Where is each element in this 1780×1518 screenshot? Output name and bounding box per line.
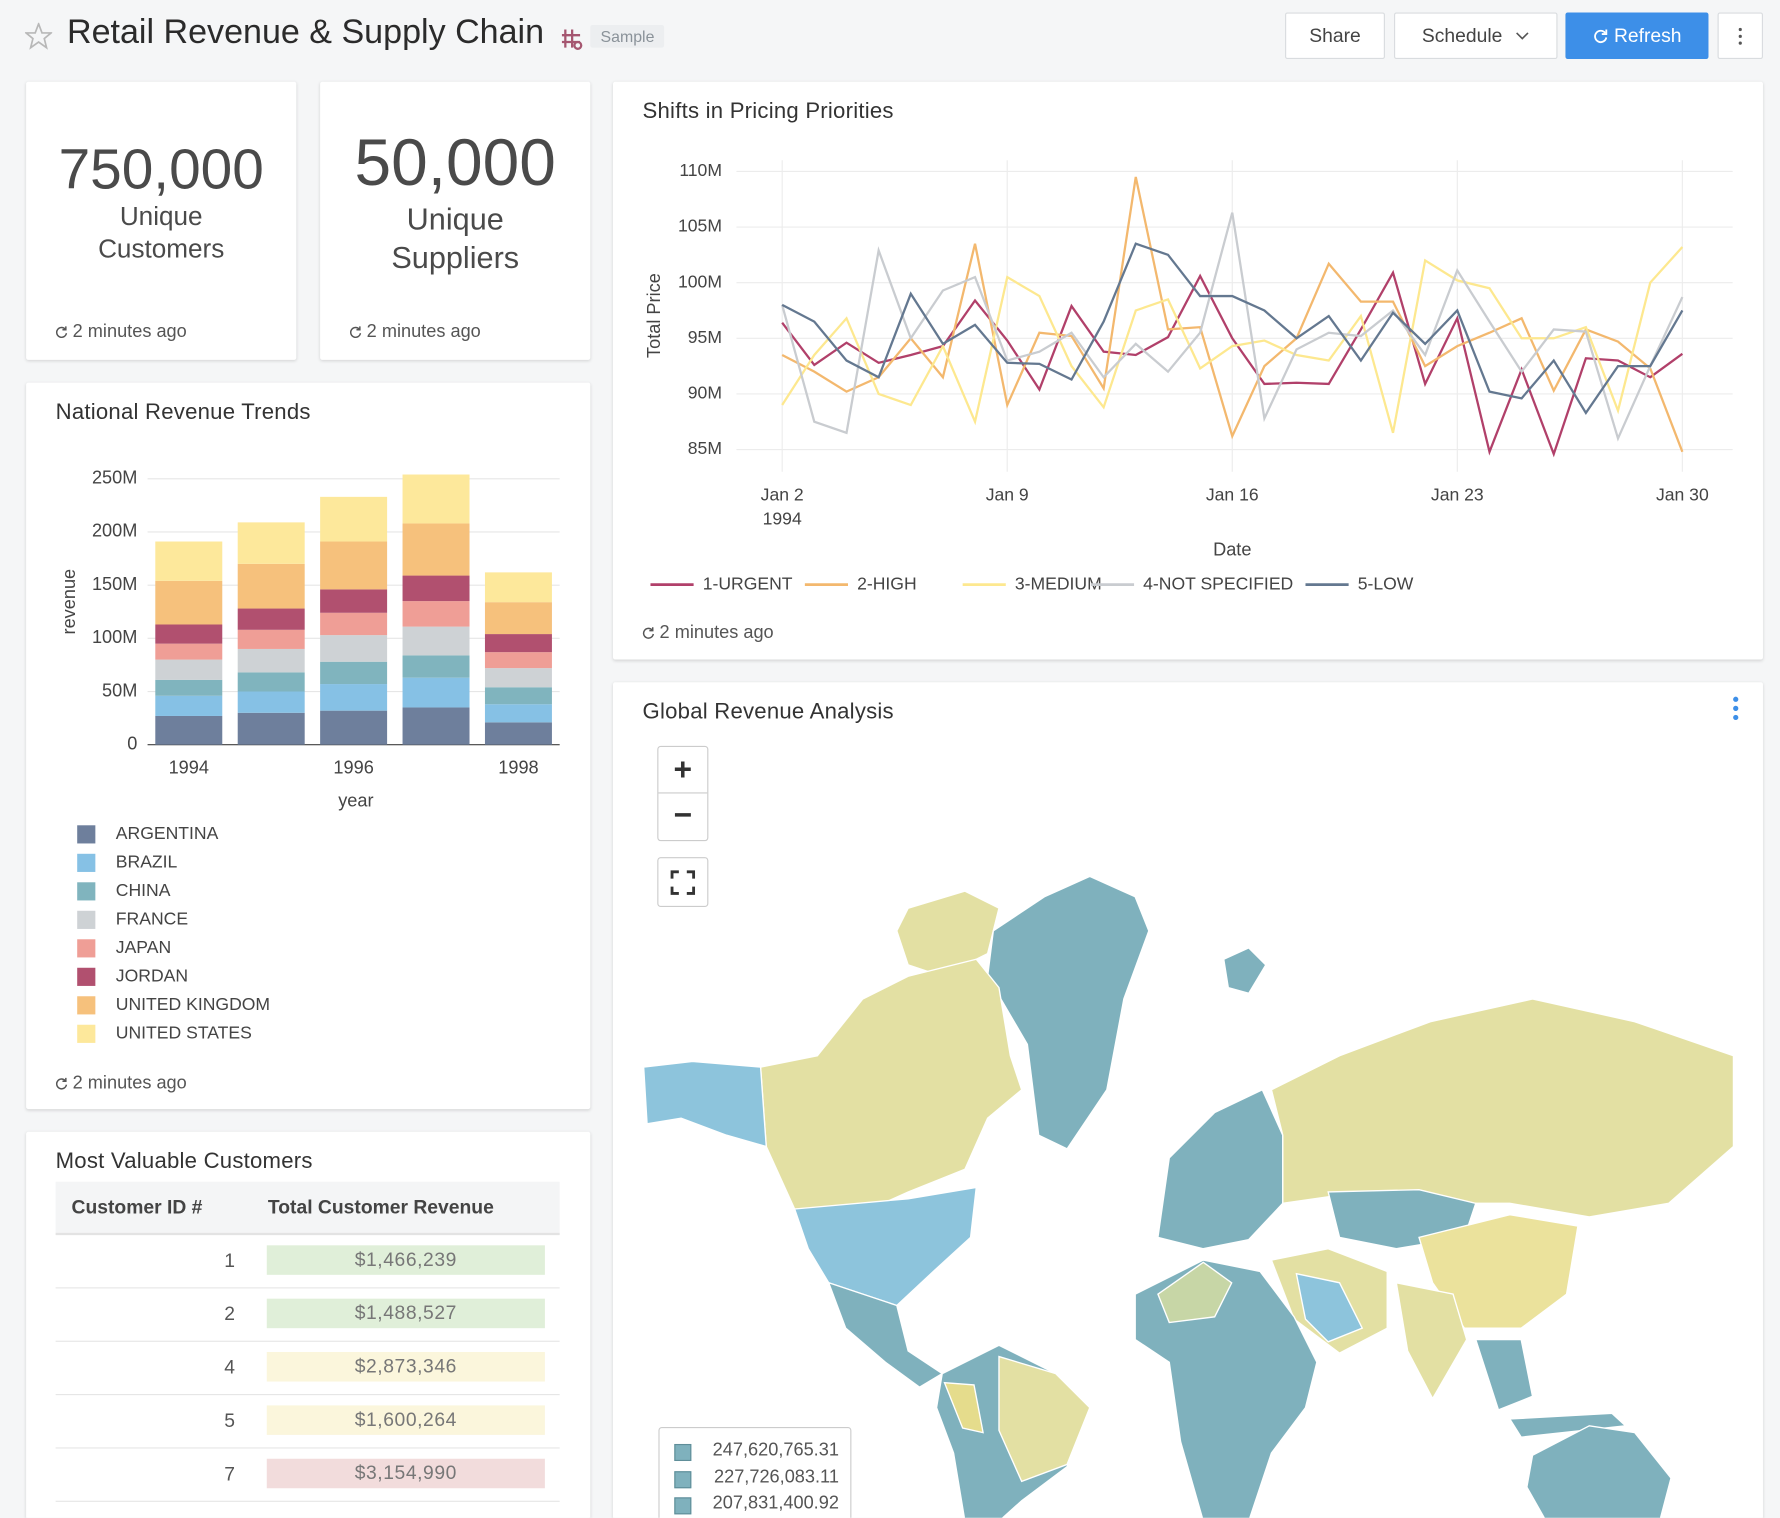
updated-text: 2 minutes ago: [659, 623, 774, 643]
kpi-value: 750,000: [58, 137, 264, 201]
fullscreen-icon: [670, 870, 696, 895]
kpi-label: Unique: [119, 200, 203, 231]
button-label: Share: [1309, 24, 1361, 46]
refresh-icon: [55, 1077, 68, 1090]
country-shape[interactable]: [827, 1281, 944, 1389]
updated-text: 2 minutes ago: [72, 1073, 187, 1094]
refresh-icon: [350, 326, 362, 339]
country-shape[interactable]: [1270, 998, 1735, 1218]
map-menu[interactable]: [1732, 696, 1739, 721]
button-label: Refresh: [1613, 24, 1682, 46]
country-shape[interactable]: [1418, 1213, 1579, 1329]
country-shape[interactable]: [642, 1060, 768, 1148]
legend-label: 227,726,083.11: [714, 1467, 839, 1487]
revenue-cell: $2,873,346: [266, 1352, 545, 1382]
country-shape[interactable]: [998, 1355, 1091, 1483]
table-title: Most Valuable Customers: [55, 1148, 313, 1174]
more-button[interactable]: [1717, 12, 1763, 60]
country-shape[interactable]: [759, 958, 1023, 1214]
country-shape[interactable]: [1157, 1261, 1233, 1324]
table-row: 4 $2,873,346: [55, 1341, 560, 1396]
map-legend: 247,620,765.31 227,726,083.11 207,831,400.…: [658, 1426, 852, 1518]
favorite-star[interactable]: [24, 22, 53, 50]
kpi-label: Customers: [98, 233, 225, 264]
country-shape[interactable]: [1295, 1272, 1364, 1343]
revenue-cell: $1,466,239: [266, 1245, 545, 1275]
zoom-control: + −: [657, 745, 709, 842]
world-map: [642, 875, 1735, 1518]
zoom-out-button[interactable]: −: [673, 796, 693, 833]
legend-label: 247,620,765.31: [712, 1440, 839, 1460]
kpi-label: Unique: [406, 202, 504, 237]
revenue-cell: $1,600,264: [266, 1405, 545, 1435]
chart-title: Global Revenue Analysis: [642, 699, 894, 725]
updated-text: 2 minutes ago: [366, 322, 481, 342]
legend-label: 207,831,400.92: [712, 1493, 839, 1514]
country-shape[interactable]: [1474, 1338, 1534, 1411]
customer-id: 2: [224, 1303, 235, 1325]
customer-id: 7: [224, 1463, 235, 1485]
updated-note: 2 minutes ago: [54, 322, 187, 342]
refresh-icon: [642, 627, 655, 639]
column-header[interactable]: Total Customer Revenue: [267, 1196, 494, 1219]
refresh-icon: [55, 326, 68, 339]
country-shape[interactable]: [1395, 1281, 1468, 1400]
country-shape[interactable]: [943, 1381, 984, 1434]
revenue-cell: $3,154,990: [266, 1458, 545, 1489]
legend-swatch: [674, 1443, 692, 1462]
refresh-icon: [1593, 28, 1607, 43]
country-shape[interactable]: [793, 1186, 978, 1307]
column-header[interactable]: Customer ID #: [71, 1196, 203, 1219]
legend-swatch: [674, 1497, 692, 1515]
table-row: 1 $1,466,239: [55, 1234, 560, 1289]
bar-chart-card: National Revenue Trends 2 minutes ago: [26, 382, 591, 1110]
kebab-icon: [1738, 27, 1742, 45]
kpi-label: Suppliers: [391, 240, 520, 275]
country-shape[interactable]: [1157, 1088, 1284, 1250]
country-shape[interactable]: [896, 890, 1000, 978]
customer-id: 1: [224, 1249, 235, 1272]
schedule-button[interactable]: Schedule: [1394, 12, 1558, 60]
customer-id: 4: [224, 1356, 235, 1379]
dashboard-title: Retail Revenue & Supply Chain: [66, 13, 545, 52]
table-row: 7 $3,154,990: [55, 1447, 560, 1502]
share-button[interactable]: Share: [1285, 12, 1385, 60]
updated-note: 2 minutes ago: [54, 1073, 187, 1094]
legend-swatch: [674, 1470, 692, 1488]
country-shape[interactable]: [1134, 1259, 1318, 1518]
table-row: 5 $1,600,264: [55, 1394, 560, 1449]
zoom-in-button[interactable]: +: [658, 747, 708, 794]
chart-title: Shifts in Pricing Priorities: [642, 98, 894, 124]
table-row: 2 $1,488,527: [55, 1287, 560, 1342]
kpi-value: 50,000: [354, 126, 556, 200]
kpi-card: 750,000 Unique Customers 2 minutes ago: [26, 81, 297, 360]
tag-icon: [561, 29, 583, 50]
updated-note: 2 minutes ago: [641, 623, 774, 643]
chevron: [1516, 31, 1530, 40]
chart-title: National Revenue Trends: [55, 399, 311, 425]
map-card: Global Revenue Analysis: [613, 682, 1763, 1518]
refresh-button[interactable]: Refresh: [1565, 12, 1709, 60]
fullscreen-button[interactable]: [657, 857, 709, 908]
revenue-cell: $1,488,527: [266, 1298, 545, 1329]
table-card: Most Valuable Customers Customer ID # To…: [26, 1131, 591, 1518]
updated-text: 2 minutes ago: [72, 322, 187, 342]
country-shape[interactable]: [1508, 1412, 1628, 1438]
sample-badge: Sample: [590, 24, 665, 48]
updated-note: 2 minutes ago: [349, 322, 481, 342]
kpi-card: 50,000 Unique Suppliers 2 minutes ago: [320, 81, 591, 360]
button-label: Schedule: [1421, 24, 1503, 46]
country-shape[interactable]: [1222, 947, 1267, 995]
line-chart-card: Shifts in Pricing Priorities 2 minutes a…: [613, 81, 1763, 660]
table-header: Customer ID # Total Customer Revenue: [55, 1181, 560, 1236]
country-shape[interactable]: [1526, 1425, 1672, 1518]
country-shape[interactable]: [986, 875, 1150, 1150]
customer-id: 5: [224, 1409, 235, 1432]
